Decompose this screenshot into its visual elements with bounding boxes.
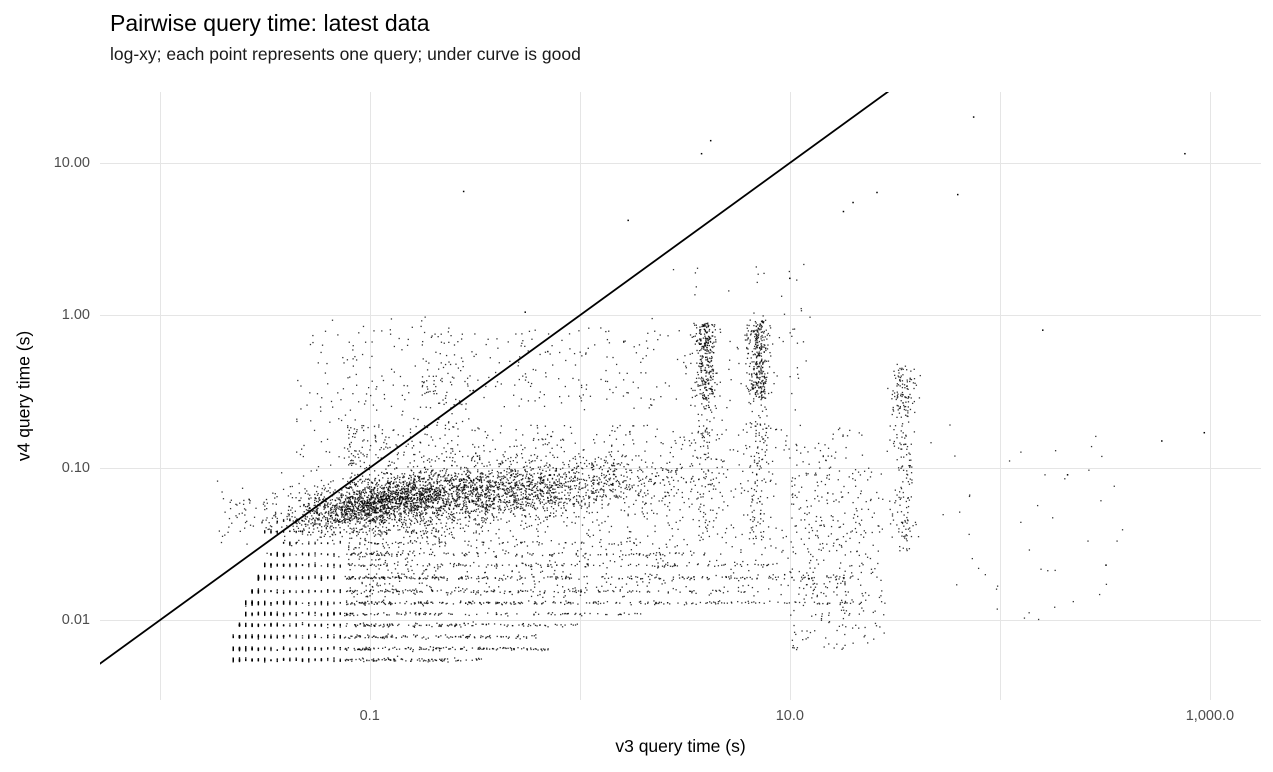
y-axis-label: v4 query time (s) <box>13 330 34 462</box>
x-tick-label: 1,000.0 <box>1185 708 1235 724</box>
y-tick-label: 0.01 <box>61 612 90 629</box>
y-tick-label: 10.00 <box>53 154 90 171</box>
y-tick-label: 0.10 <box>61 459 90 476</box>
y-tick-label: 1.00 <box>61 307 90 324</box>
x-tick-label: 0.1 <box>359 708 380 724</box>
chart-title: Pairwise query time: latest data <box>110 10 430 36</box>
x-tick-label: 10.0 <box>775 708 804 724</box>
scatter-plot-canvas <box>100 92 1261 700</box>
x-axis-label: v3 query time (s) <box>615 736 746 756</box>
chart-subtitle: log-xy; each point represents one query;… <box>110 44 581 64</box>
